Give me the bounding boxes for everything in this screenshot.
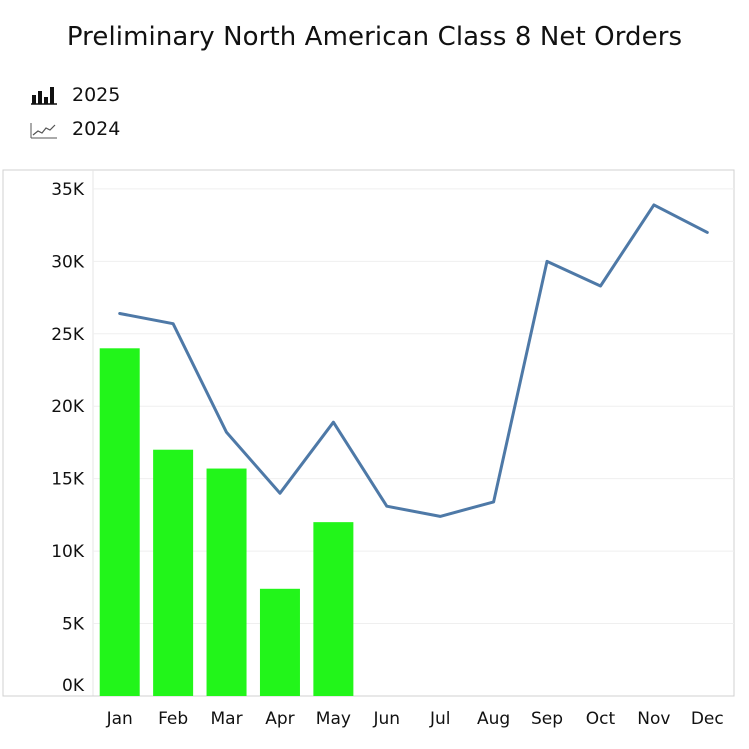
point-2024 bbox=[492, 500, 495, 504]
point-2024 bbox=[706, 231, 709, 234]
x-tick-label: Sep bbox=[531, 709, 563, 729]
bar-2025 bbox=[259, 588, 300, 696]
x-tick-label: Nov bbox=[637, 709, 670, 729]
legend-item-2025[interactable]: 2025 bbox=[30, 78, 120, 112]
x-tick-label: Aug bbox=[477, 709, 510, 729]
y-tick-label: 5K bbox=[62, 615, 85, 635]
y-tick-label: 20K bbox=[51, 397, 85, 417]
x-tick-label: Dec bbox=[691, 709, 724, 729]
point-2024 bbox=[225, 431, 228, 434]
x-tick-label: Jul bbox=[429, 709, 451, 729]
x-tick-label: May bbox=[316, 709, 351, 729]
x-tick-label: Feb bbox=[158, 709, 188, 729]
chart-title: Preliminary North American Class 8 Net O… bbox=[66, 22, 683, 52]
line-2024 bbox=[118, 203, 709, 518]
point-2024 bbox=[118, 312, 121, 315]
x-tick-label: Mar bbox=[211, 709, 243, 729]
y-tick-label: 30K bbox=[51, 252, 85, 272]
legend: 2025 2024 bbox=[30, 78, 120, 146]
x-tick-label: Apr bbox=[265, 709, 294, 729]
line-chart-icon bbox=[30, 123, 57, 139]
x-tick-label: Oct bbox=[586, 709, 616, 729]
point-2024 bbox=[652, 203, 656, 207]
point-2024 bbox=[545, 260, 549, 263]
point-2024 bbox=[332, 420, 335, 424]
legend-label-2024: 2024 bbox=[72, 118, 121, 140]
legend-label-2025: 2025 bbox=[72, 84, 121, 106]
y-tick-label: 15K bbox=[51, 470, 85, 490]
legend-item-2024[interactable]: 2024 bbox=[30, 112, 120, 146]
bar-2025 bbox=[99, 348, 140, 696]
point-2024 bbox=[385, 505, 388, 508]
x-tick-label: Jan bbox=[106, 709, 133, 729]
bar-2025 bbox=[206, 468, 247, 696]
bar-chart-icon bbox=[31, 87, 57, 105]
y-tick-label: 0K bbox=[62, 676, 85, 696]
point-2024 bbox=[278, 491, 282, 495]
point-2024 bbox=[171, 322, 175, 325]
point-2024 bbox=[599, 284, 602, 288]
y-tick-label: 35K bbox=[51, 180, 85, 200]
y-tick-label: 25K bbox=[51, 325, 85, 345]
y-tick-label: 10K bbox=[51, 542, 85, 562]
x-tick-label: Jun bbox=[373, 709, 401, 729]
point-2024 bbox=[439, 515, 442, 518]
bar-2025 bbox=[313, 522, 354, 696]
bar-2025 bbox=[153, 449, 194, 696]
